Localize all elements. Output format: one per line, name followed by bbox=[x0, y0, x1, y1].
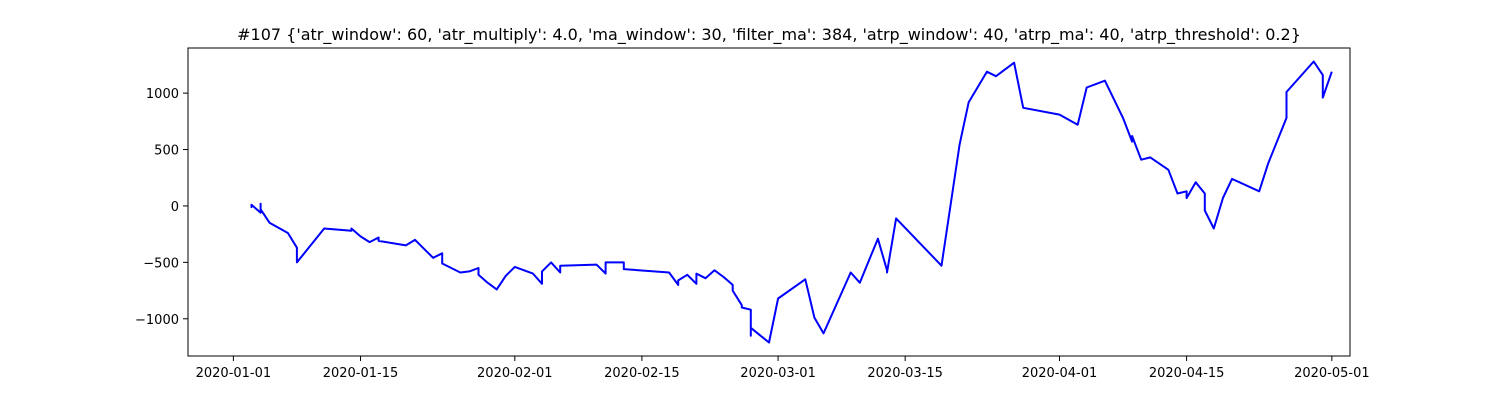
series-layer bbox=[250, 60, 1333, 344]
x-tick-label: 2020-02-01 bbox=[477, 366, 553, 381]
plot-frame bbox=[187, 47, 1351, 357]
y-tick-label: 0 bbox=[171, 200, 179, 215]
y-tick-label: −1000 bbox=[135, 313, 179, 328]
y-tick-label: −500 bbox=[143, 256, 179, 271]
x-tick-label: 2020-05-01 bbox=[1294, 366, 1370, 381]
x-tick-label: 2020-03-01 bbox=[740, 366, 816, 381]
x-tick-label: 2020-04-15 bbox=[1149, 366, 1225, 381]
x-tick-label: 2020-04-01 bbox=[1022, 366, 1098, 381]
x-tick-label: 2020-01-01 bbox=[196, 366, 272, 381]
y-tick-label: 1000 bbox=[146, 87, 179, 102]
x-tick-label: 2020-03-15 bbox=[867, 366, 943, 381]
x-axis: 2020-01-01 2020-01-15 2020-02-01 2020-02-15… bbox=[196, 356, 1370, 381]
chart-title: #107 {'atr_window': 60, 'atr_multiply': … bbox=[237, 25, 1301, 45]
series-line bbox=[250, 60, 1333, 344]
x-tick-label: 2020-01-15 bbox=[323, 366, 399, 381]
y-tick-label: 500 bbox=[154, 144, 179, 159]
y-axis: −1000 −500 0 500 1000 bbox=[135, 87, 188, 328]
x-tick-label: 2020-02-15 bbox=[604, 366, 680, 381]
